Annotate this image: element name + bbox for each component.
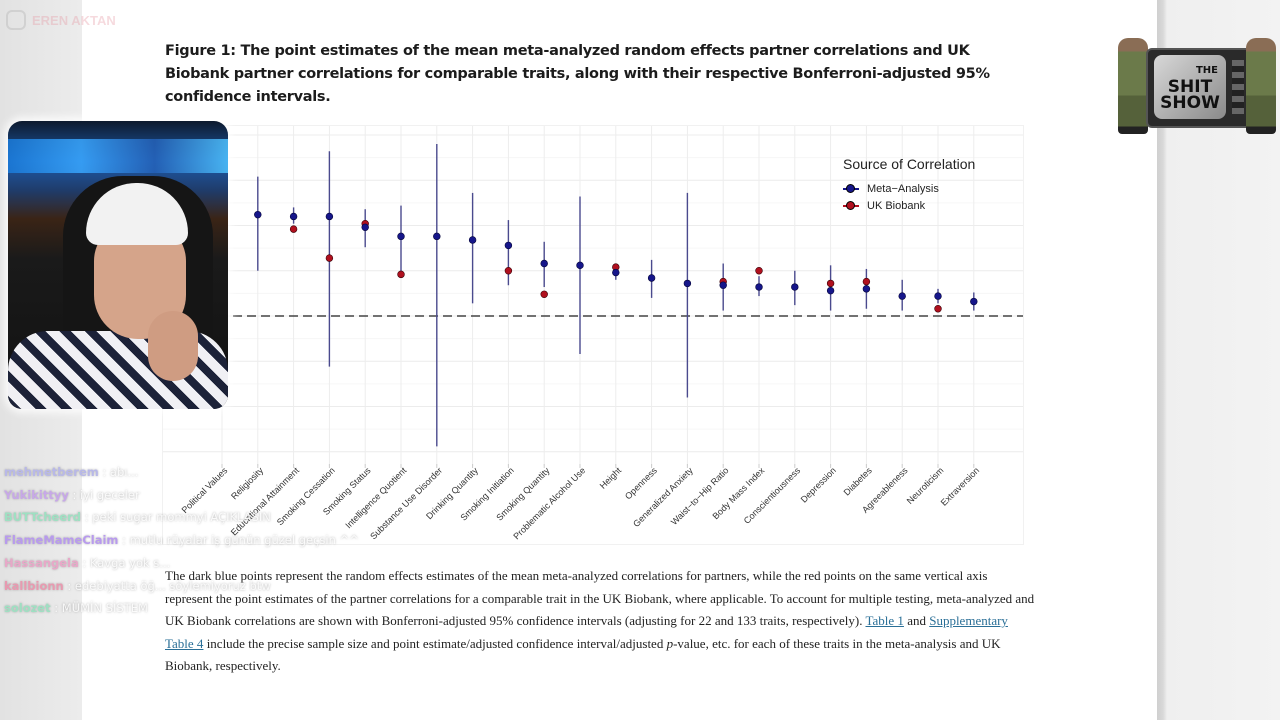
legend-item-uk-biobank: UK Biobank <box>843 197 1013 214</box>
logo-text-the: THE <box>1195 65 1218 76</box>
point-meta-analysis <box>433 232 441 241</box>
legend-title: Source of Correlation <box>843 156 976 172</box>
chat-message: mehmetberem : abı... <box>4 461 229 484</box>
caption-text-3: include the precise sample size and poin… <box>203 635 667 651</box>
point-meta-analysis <box>862 285 871 293</box>
chat-username: kallbionn <box>4 578 64 593</box>
point-meta-analysis <box>647 274 656 282</box>
figure-chart: Political Values Religiosity Educational A… <box>162 125 1024 545</box>
point-meta-analysis <box>504 241 513 250</box>
caption-text-1: The dark blue points represent the rando… <box>165 568 1035 629</box>
x-tick-label: Problematic Alcohol Use <box>511 465 587 541</box>
point-meta-analysis <box>289 212 298 221</box>
chat-username: mehmetberem <box>4 465 99 479</box>
webcam-background-lights <box>8 139 228 173</box>
point-meta-analysis <box>970 297 978 306</box>
figure-title: Figure 1: The point estimates of the mea… <box>165 43 990 105</box>
figure-caption: The dark blue points represent the rando… <box>165 565 1035 678</box>
chat-message: solozet : MÜMİN SİSTEM <box>4 597 229 620</box>
point-uk-biobank <box>504 267 513 275</box>
point-uk-biobank <box>934 305 942 313</box>
chat-message: Yukikittyy : iyi geceler <box>4 484 229 507</box>
chat-message: kallbionn : edebiyatta öğ... söylemiyoru… <box>4 575 271 598</box>
x-tick-label: Depression <box>799 465 838 504</box>
point-meta-analysis <box>755 283 763 291</box>
point-meta-analysis <box>325 212 334 221</box>
table-1-link[interactable]: Table 1 <box>865 613 904 629</box>
legend-item-meta-analysis: Meta−Analysis <box>843 180 1013 197</box>
instagram-icon <box>6 10 26 30</box>
point-meta-analysis <box>683 279 692 288</box>
point-meta-analysis <box>791 283 799 291</box>
chat-text: : abı... <box>98 465 139 479</box>
chat-username: solozet <box>4 601 51 616</box>
x-tick-label: Intelligence Quotient <box>343 465 408 530</box>
point-uk-biobank <box>826 279 835 288</box>
x-tick-label: Generalized Anxiety <box>631 465 695 529</box>
x-tick-label: Openness <box>623 465 659 501</box>
point-meta-analysis <box>468 236 477 244</box>
point-uk-biobank <box>755 267 763 275</box>
x-tick-label: Substance Use Disorder <box>368 465 444 541</box>
chat-text: : peki sugar mommyi AÇIKLASIN <box>81 510 271 525</box>
point-uk-biobank <box>862 277 871 286</box>
chat-text: : mutlu rüyalar iş günün güzel geçsin ^^ <box>118 533 359 548</box>
x-tick-label: Religiosity <box>229 465 265 501</box>
point-meta-analysis <box>576 261 584 270</box>
chat-message: BUTTcheerd : peki sugar mommyi AÇIKLASIN <box>4 506 271 529</box>
point-uk-biobank <box>325 254 334 262</box>
supplementary-table-4-link[interactable]: Supplementary Table 4 <box>165 613 1008 651</box>
x-tick-label: Diabetes <box>842 465 875 498</box>
streamer-watermark: EREN AKTAN <box>6 10 116 30</box>
soldier-left-icon <box>1118 38 1148 134</box>
point-meta-analysis <box>540 259 548 268</box>
x-tick-label: Height <box>598 465 624 491</box>
x-tick-label: Extraversion <box>939 465 981 507</box>
chat-username: FlameMameClaim <box>4 533 119 548</box>
point-uk-biobank <box>540 290 548 298</box>
point-uk-biobank <box>289 225 298 233</box>
webcam-overlay <box>8 121 228 409</box>
caption-text-2: and <box>903 613 930 629</box>
point-meta-analysis <box>361 223 369 232</box>
legend-label: Meta−Analysis <box>867 182 939 195</box>
chat-username: Hassangela <box>4 555 79 570</box>
point-uk-biobank <box>397 270 405 279</box>
point-meta-analysis <box>934 292 942 300</box>
chat-text: : Kavga yok s... <box>78 555 171 570</box>
caption-p-italic: p <box>666 635 674 651</box>
chat-username: Yukikittyy <box>4 487 69 502</box>
soldier-right-icon <box>1246 38 1276 134</box>
legend-key-ukb-icon <box>843 200 859 211</box>
watermark-text: EREN AKTAN <box>32 12 116 28</box>
logo-text-shit: SHIT <box>1167 77 1213 97</box>
legend-key-meta-icon <box>843 183 859 194</box>
point-meta-analysis <box>719 281 727 289</box>
chart-legend: Source of Correlation Meta−Analysis UK B… <box>843 156 1013 214</box>
logo-text-show: SHOW <box>1160 93 1220 113</box>
chat-text: : MÜMİN SİSTEM <box>50 601 148 616</box>
webcam-hand <box>148 311 198 381</box>
show-logo: THE SHIT SHOW <box>1116 38 1278 136</box>
point-meta-analysis <box>898 292 906 300</box>
chat-text: : edebiyatta öğ... söylemiyoruz btw <box>63 578 271 593</box>
point-meta-analysis <box>826 286 835 295</box>
paper-page: Figure 1: The point estimates of the mea… <box>82 0 1157 720</box>
legend-label: UK Biobank <box>867 199 926 212</box>
point-meta-analysis <box>254 210 262 219</box>
chat-message: FlameMameClaim : mutlu rüyalar iş günün … <box>4 529 359 552</box>
caption-text-4: -value, etc. for each of these traits in… <box>165 635 1001 674</box>
tv-knobs-icon <box>1232 60 1244 114</box>
tv-icon: THE SHIT SHOW <box>1146 48 1252 128</box>
chat-overlay: mehmetberem : abı... Yukikittyy : iyi gec… <box>4 461 359 620</box>
x-tick-label: Educational Attainment <box>229 465 302 538</box>
chat-text: : iyi geceler <box>68 487 140 502</box>
point-meta-analysis <box>612 268 620 277</box>
chat-username: BUTTcheerd <box>4 510 82 525</box>
point-meta-analysis <box>397 232 405 241</box>
tv-screen: THE SHIT SHOW <box>1154 55 1226 119</box>
chat-message: Hassangela : Kavga yok s... <box>4 552 229 575</box>
